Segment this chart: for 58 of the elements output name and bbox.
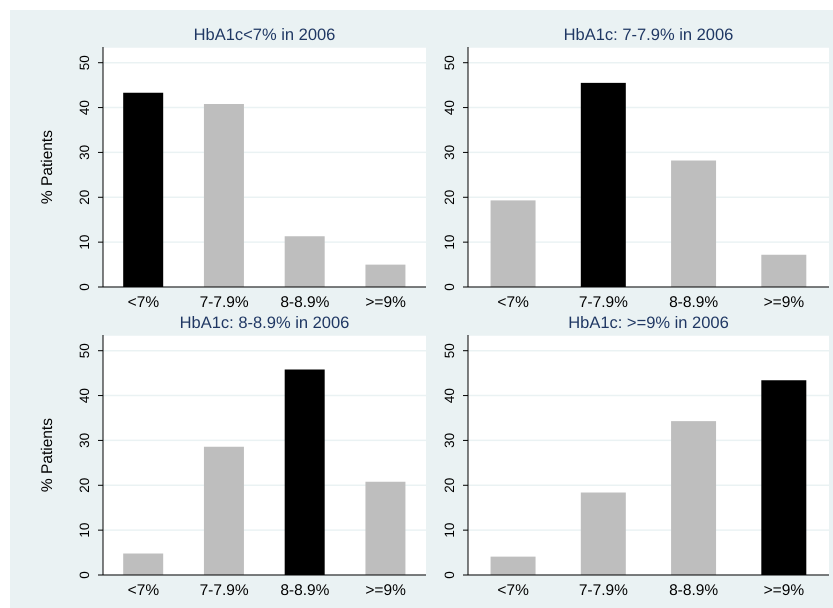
- chart-title: HbA1c: 8-8.9% in 2006: [180, 314, 350, 332]
- x-tick-label: >=9%: [365, 582, 406, 600]
- y-tick-label: 50: [442, 343, 457, 358]
- x-tick-label: 8-8.9%: [280, 582, 330, 600]
- x-tick-label: 7-7.9%: [578, 294, 628, 312]
- y-tick-label: 50: [77, 55, 92, 70]
- y-tick-label: 30: [442, 432, 457, 448]
- y-axis-title: % Patients: [39, 130, 56, 204]
- x-tick-label: <7%: [497, 582, 530, 600]
- y-tick-label: 40: [442, 100, 457, 116]
- x-tick-label: 7-7.9%: [578, 582, 628, 600]
- x-tick-label: >=9%: [764, 582, 804, 600]
- chart-title: HbA1c: >=9% in 2006: [568, 314, 729, 332]
- y-tick-label: 40: [77, 388, 92, 404]
- y-tick-label: 10: [442, 522, 457, 538]
- y-tick-label: 10: [77, 234, 92, 250]
- y-tick-label: 20: [442, 190, 457, 205]
- y-tick-label: 10: [442, 234, 457, 250]
- x-tick-label: <7%: [128, 294, 160, 312]
- y-tick-label: 20: [442, 478, 457, 493]
- y-tick-label: 0: [442, 571, 457, 579]
- bar: [365, 482, 406, 575]
- y-tick-label: 50: [77, 343, 92, 358]
- x-tick-label: 8-8.9%: [669, 582, 718, 600]
- bar: [580, 492, 626, 575]
- bar: [671, 421, 716, 575]
- chart-title: HbA1c: 7-7.9% in 2006: [564, 26, 734, 44]
- y-tick-label: 30: [77, 432, 92, 448]
- bar: [671, 160, 716, 287]
- x-tick-label: 8-8.9%: [669, 294, 718, 312]
- y-tick-label: 50: [442, 55, 457, 70]
- y-tick-label: 20: [77, 478, 92, 493]
- chart-title: HbA1c<7% in 2006: [194, 26, 336, 44]
- bar: [284, 236, 325, 287]
- y-tick-label: 0: [442, 283, 457, 291]
- x-tick-label: >=9%: [764, 294, 804, 312]
- y-tick-label: 10: [77, 522, 92, 538]
- x-tick-label: <7%: [497, 294, 530, 312]
- y-tick-label: 30: [77, 144, 92, 160]
- x-tick-label: <7%: [128, 582, 160, 600]
- bar: [123, 553, 164, 575]
- bar: [490, 556, 536, 575]
- y-tick-label: 0: [77, 571, 92, 579]
- bar: [365, 264, 406, 287]
- x-tick-label: 7-7.9%: [200, 294, 249, 312]
- bar: [204, 446, 244, 575]
- x-tick-label: 8-8.9%: [280, 294, 330, 312]
- y-axis-title: % Patients: [39, 418, 56, 492]
- x-tick-label: 7-7.9%: [200, 582, 249, 600]
- y-tick-label: 40: [442, 388, 457, 404]
- x-tick-label: >=9%: [365, 294, 406, 312]
- y-tick-label: 20: [77, 190, 92, 205]
- bar: [761, 254, 806, 287]
- bar: [204, 104, 244, 287]
- y-tick-label: 40: [77, 100, 92, 116]
- bar: [490, 200, 536, 287]
- y-tick-label: 30: [442, 144, 457, 160]
- y-tick-label: 0: [77, 283, 92, 291]
